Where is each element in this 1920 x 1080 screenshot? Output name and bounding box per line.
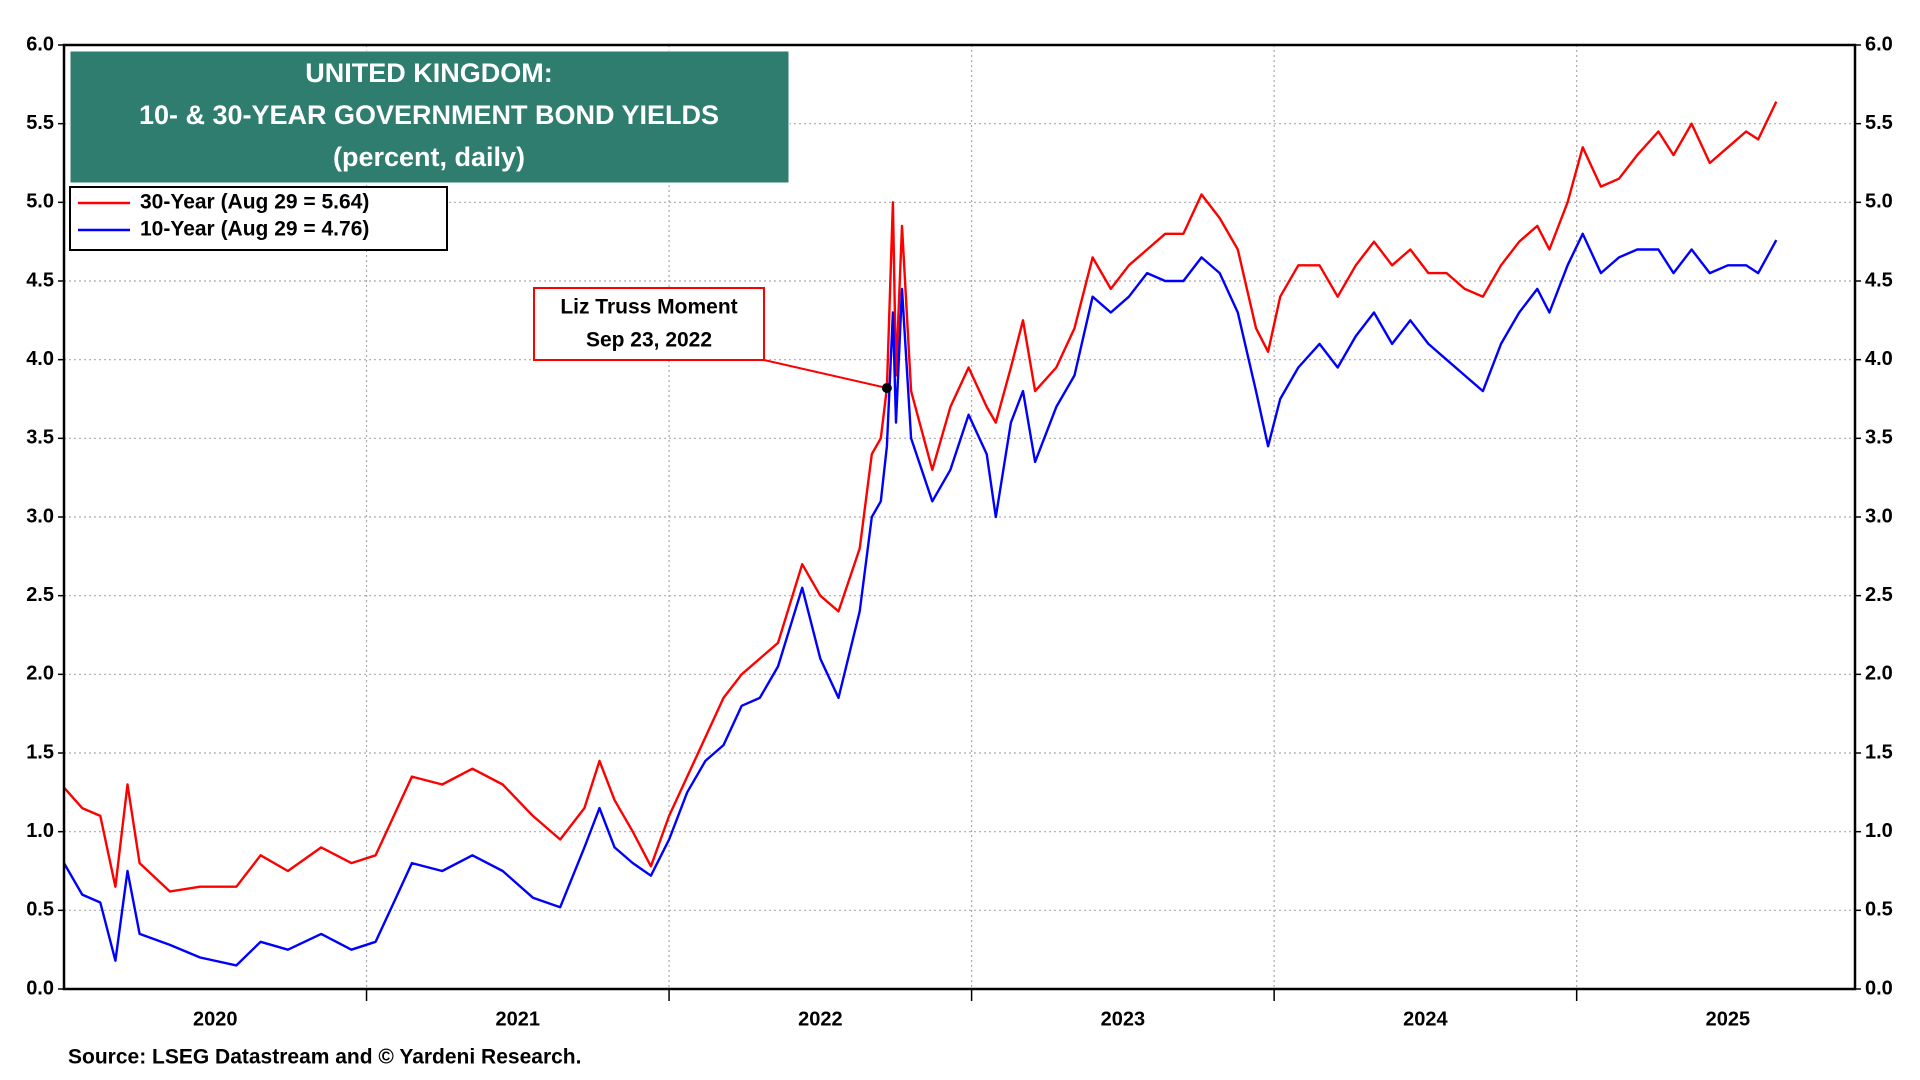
y2-tick-label: 3.5 [1865,427,1893,449]
y-tick-label: 2.0 [26,663,54,685]
y2-tick-label: 0.0 [1865,977,1893,999]
y-tick-label: 0.0 [26,977,54,999]
y2-tick-label: 6.0 [1865,33,1893,55]
x-tick-label: 2023 [1101,1008,1146,1030]
annotation-text: Liz Truss Moment [560,296,737,319]
y-tick-label: 4.5 [26,269,54,291]
y-tick-label: 1.5 [26,741,54,763]
y-tick-label: 0.5 [26,899,54,921]
annotation-point [881,382,892,393]
source-note: Source: LSEG Datastream and © Yardeni Re… [68,1046,581,1069]
y2-tick-label: 4.5 [1865,269,1893,291]
x-tick-label: 2025 [1706,1008,1751,1030]
x-tick-label: 2020 [193,1008,238,1030]
y-tick-label: 3.5 [26,427,54,449]
annotation-box [533,287,765,361]
legend-box [69,186,448,251]
x-tick-label: 2024 [1403,1008,1448,1030]
chart-title: 10- & 30-YEAR GOVERNMENT BOND YIELDS [139,100,719,130]
y2-tick-label: 2.5 [1865,584,1893,606]
annotation-arrow [763,359,888,389]
y-tick-label: 5.0 [26,191,54,213]
x-tick-label: 2021 [496,1008,541,1030]
chart-title: UNITED KINGDOM: [305,58,552,88]
y-tick-label: 6.0 [26,33,54,55]
title-box [69,50,790,184]
x-tick-label: 2022 [798,1008,843,1030]
legend-label: 30-Year (Aug 29 = 5.64) [140,191,369,214]
series-line [62,232,1778,967]
y2-tick-label: 1.0 [1865,820,1893,842]
y2-tick-label: 5.0 [1865,191,1893,213]
plot-frame [62,43,1857,991]
y2-tick-label: 0.5 [1865,899,1893,921]
series-line [63,101,1778,893]
y2-tick-label: 3.0 [1865,505,1893,527]
y2-tick-label: 2.0 [1865,663,1893,685]
y-tick-label: 1.0 [26,820,54,842]
y-tick-label: 5.5 [26,112,54,134]
y2-tick-label: 5.5 [1865,112,1893,134]
chart-title: (percent, daily) [333,142,525,172]
y-tick-label: 3.0 [26,505,54,527]
y-tick-label: 4.0 [26,348,54,370]
y-tick-label: 2.5 [26,584,54,606]
y2-tick-label: 4.0 [1865,348,1893,370]
annotation-text: Sep 23, 2022 [586,329,712,352]
y2-tick-label: 1.5 [1865,741,1893,763]
legend-label: 10-Year (Aug 29 = 4.76) [140,218,369,241]
